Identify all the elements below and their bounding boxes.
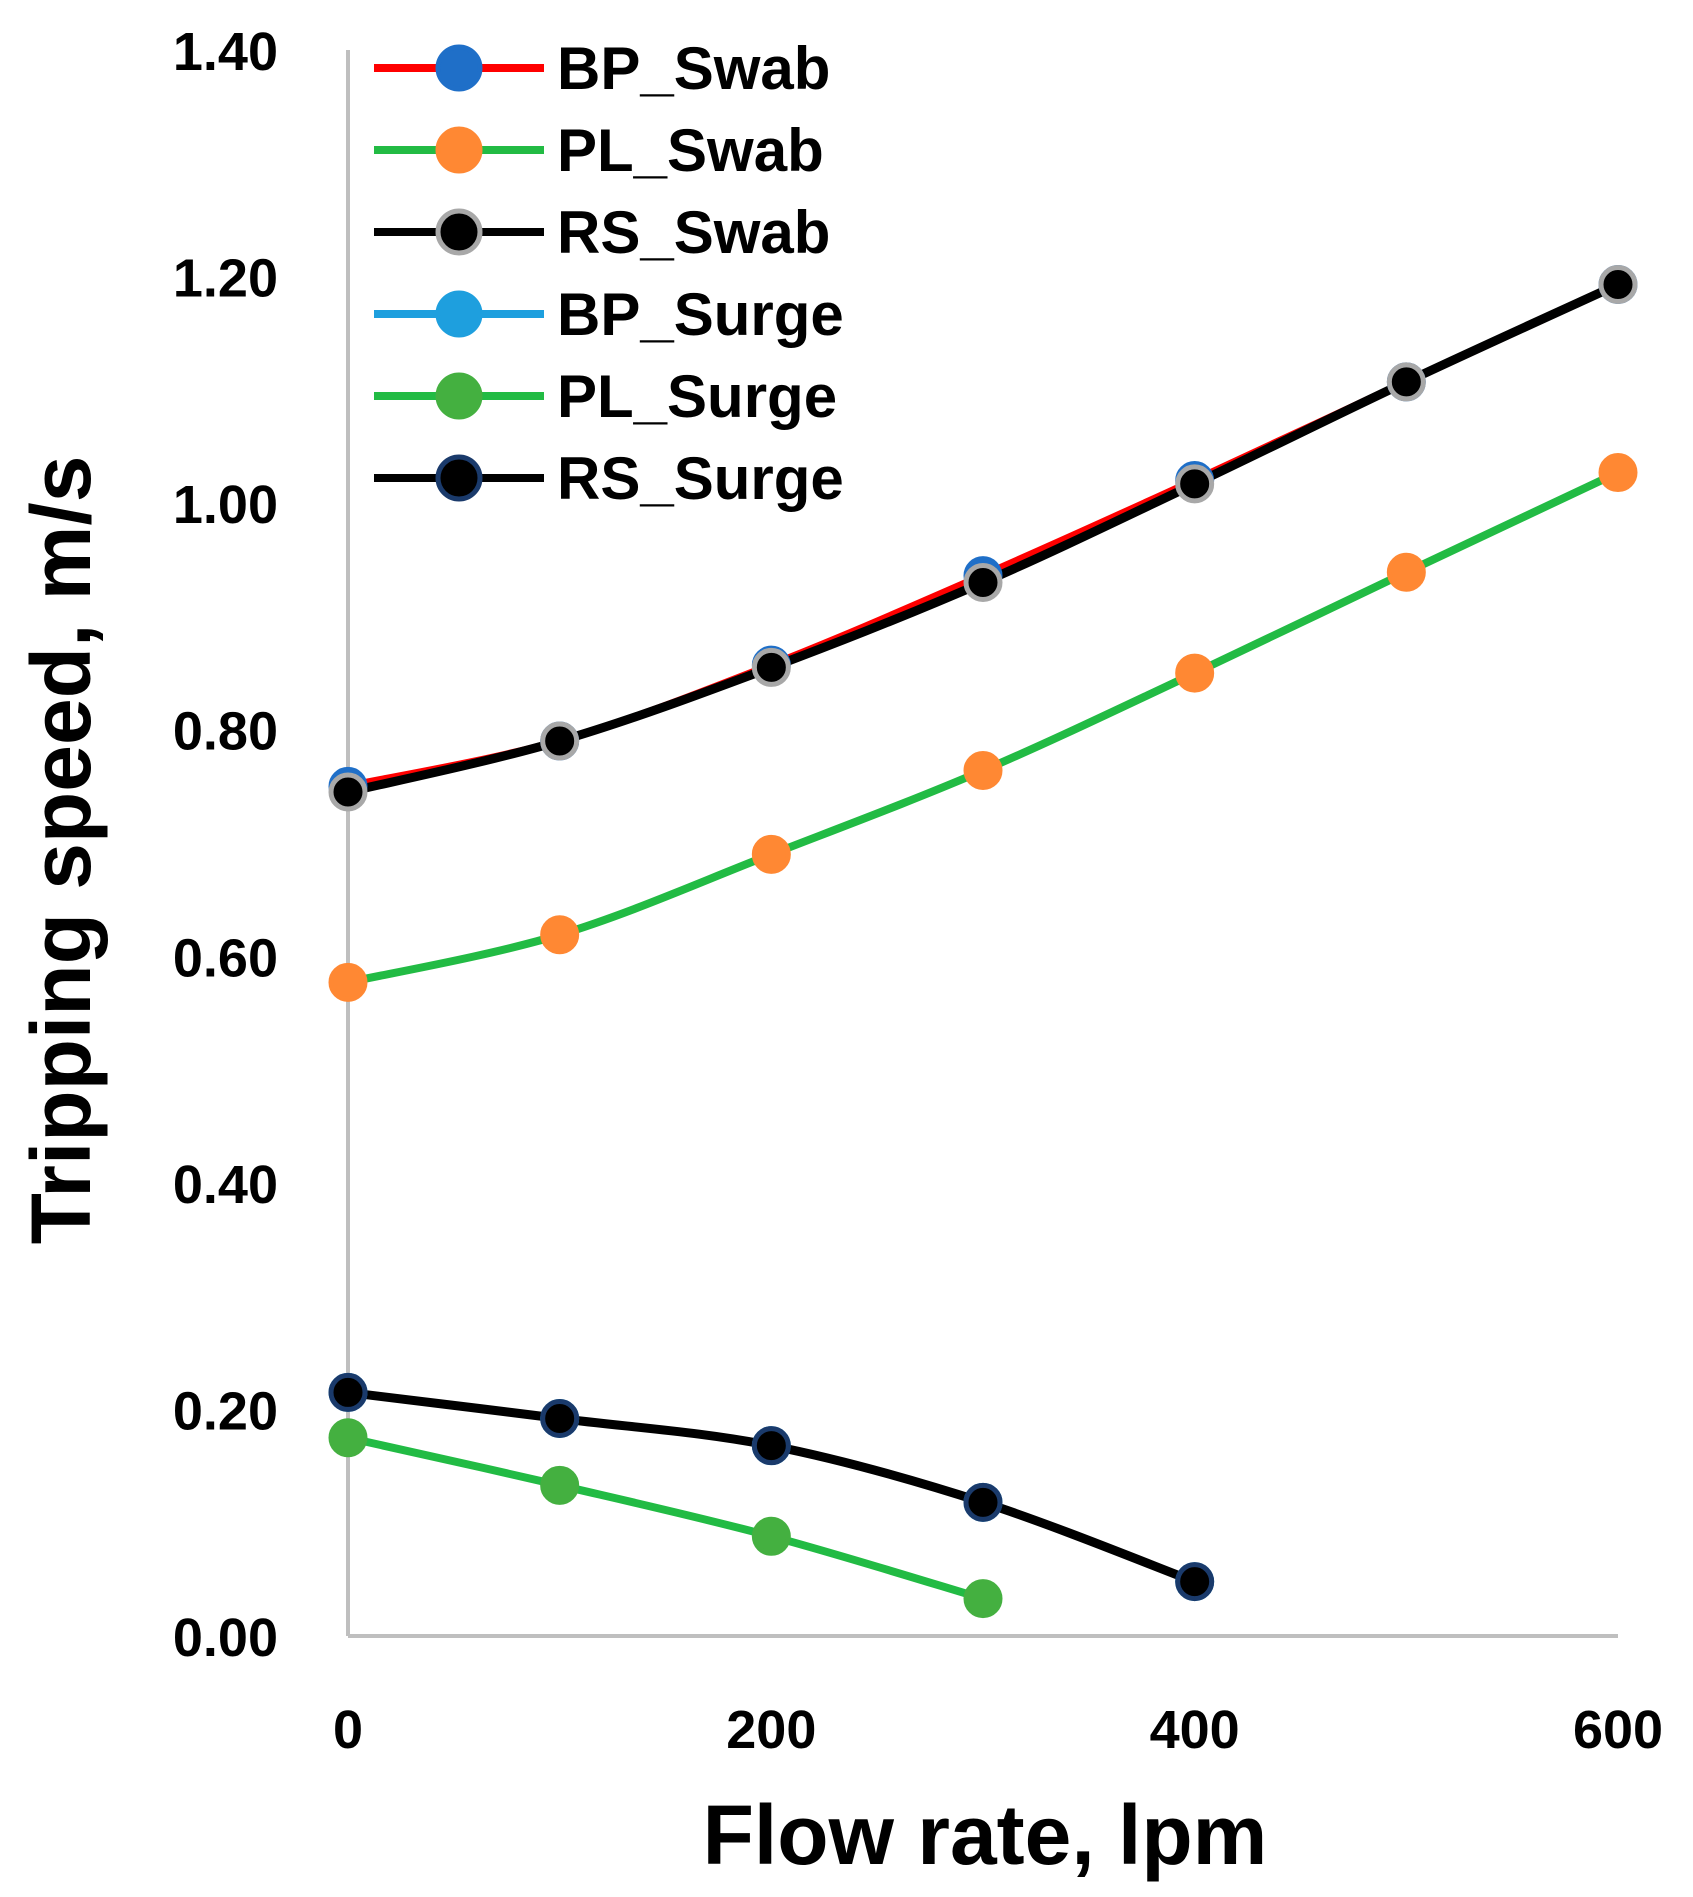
data-point-rs-surge xyxy=(751,1426,791,1466)
legend-marker xyxy=(435,44,483,92)
legend-marker xyxy=(435,126,483,174)
legend-item-rs-surge: RS_Surge xyxy=(374,445,844,512)
series-line-pl-surge xyxy=(344,1433,987,1603)
legend: BP_Swab PL_Swab RS_Swab BP_Surge PL_Surge RS_… xyxy=(374,35,844,512)
legend-marker xyxy=(435,290,483,338)
data-point-rs-swab xyxy=(1386,362,1426,402)
y-tick-label: 0.60 xyxy=(173,928,278,988)
y-tick-label: 0.20 xyxy=(173,1381,278,1441)
legend-label: BP_Surge xyxy=(557,281,844,348)
y-tick-label: 0.00 xyxy=(173,1608,278,1668)
y-tick-label: 0.80 xyxy=(173,702,278,762)
data-point-pl-swab xyxy=(751,834,791,874)
data-point-pl-swab xyxy=(1175,653,1215,693)
x-tick-label: 600 xyxy=(1573,1700,1663,1760)
data-point-rs-surge xyxy=(963,1482,1003,1522)
series-markers xyxy=(328,265,1638,1619)
x-tick-label: 0 xyxy=(333,1700,363,1760)
y-axis-title: Tripping speed, m/s xyxy=(14,456,108,1245)
series-line-bp-swab xyxy=(344,280,1622,791)
data-point-pl-swab xyxy=(1386,552,1426,592)
data-point-rs-swab xyxy=(328,772,368,812)
y-tick-label: 0.40 xyxy=(173,1155,278,1215)
legend-label: RS_Surge xyxy=(557,445,844,512)
legend-item-bp-surge: BP_Surge xyxy=(374,281,844,348)
data-point-rs-swab xyxy=(1598,265,1638,305)
legend-label: PL_Swab xyxy=(557,117,824,184)
data-point-rs-swab xyxy=(963,562,1003,602)
x-axis-title: Flow rate, lpm xyxy=(703,1788,1268,1882)
data-point-rs-surge xyxy=(540,1398,580,1438)
legend-marker xyxy=(435,208,483,256)
x-tick-label: 200 xyxy=(726,1700,816,1760)
data-point-rs-surge xyxy=(328,1372,368,1412)
x-tick-label: 400 xyxy=(1150,1700,1240,1760)
legend-item-rs-swab: RS_Swab xyxy=(374,199,830,266)
data-point-rs-swab xyxy=(751,647,791,687)
legend-item-pl-surge: PL_Surge xyxy=(374,363,837,430)
legend-item-bp-swab: BP_Swab xyxy=(374,35,830,102)
series-line-pl-swab xyxy=(344,468,1622,987)
series-line-rs-swab xyxy=(343,280,1623,797)
data-point-pl-swab xyxy=(1598,453,1638,493)
axes: 0.00 0.20 0.40 0.60 0.80 1.00 1.20 1.40 0 200 400 6… xyxy=(173,22,1663,1760)
legend-marker xyxy=(435,454,483,502)
data-point-pl-surge xyxy=(963,1579,1003,1619)
legend-label: BP_Swab xyxy=(557,35,830,102)
data-point-pl-swab xyxy=(328,962,368,1002)
legend-label: PL_Surge xyxy=(557,363,837,430)
data-point-pl-surge xyxy=(751,1516,791,1556)
legend-item-pl-swab: PL_Swab xyxy=(374,117,824,184)
y-tick-label: 1.40 xyxy=(173,22,278,82)
data-point-pl-swab xyxy=(540,915,580,955)
data-point-rs-swab xyxy=(1175,464,1215,504)
y-tick-label: 1.00 xyxy=(173,475,278,535)
y-tick-label: 1.20 xyxy=(173,249,278,309)
data-point-pl-surge xyxy=(540,1465,580,1505)
legend-label: RS_Swab xyxy=(557,199,830,266)
legend-marker xyxy=(435,372,483,420)
data-point-rs-swab xyxy=(540,721,580,761)
data-point-rs-surge xyxy=(1175,1562,1215,1602)
data-point-pl-surge xyxy=(328,1418,368,1458)
data-point-pl-swab xyxy=(963,750,1003,790)
